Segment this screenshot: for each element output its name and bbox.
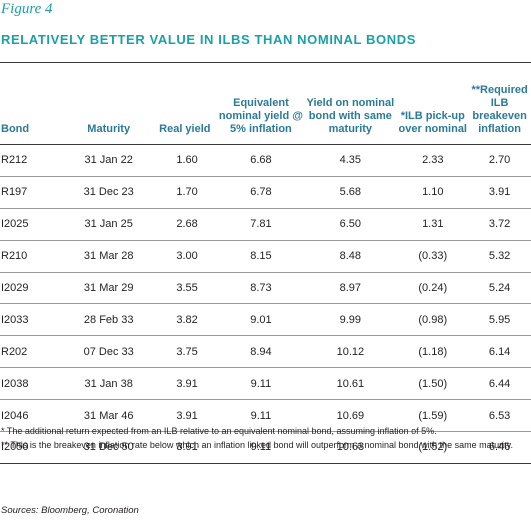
header-ilb-pickup: *ILB pick-up over nominal <box>397 63 469 145</box>
cell-equivalent-yield: 7.81 <box>218 208 304 241</box>
cell-maturity: 31 Dec 50 <box>61 431 156 464</box>
table-row: I2050 31 Dec 50 3.91 9.11 10.63 (1.52) 6… <box>0 431 531 464</box>
cell-maturity: 31 Dec 23 <box>61 176 156 209</box>
cell-bond: R197 <box>0 176 62 209</box>
cell-bond: I2038 <box>0 367 62 401</box>
cell-ilb-pickup: (1.50) <box>397 367 469 401</box>
table-row: I2046 31 Mar 46 3.91 9.11 10.69 (1.59) 6… <box>0 399 531 433</box>
table-row: I2029 31 Mar 29 3.55 8.73 8.97 (0.24) 5.… <box>0 272 531 305</box>
cell-breakeven: 5.95 <box>468 303 531 337</box>
table-row: R212 31 Jan 22 1.60 6.68 4.35 2.33 2.70 <box>0 144 531 177</box>
cell-nominal-yield: 5.68 <box>303 176 398 209</box>
header-nominal-yield: Yield on nominal bond with same maturity <box>303 63 398 145</box>
cell-nominal-yield: 10.63 <box>303 431 398 464</box>
table-row: R210 31 Mar 28 3.00 8.15 8.48 (0.33) 5.3… <box>0 240 531 273</box>
cell-equivalent-yield: 9.11 <box>218 399 304 433</box>
cell-real-yield: 3.91 <box>155 367 219 401</box>
top-rule <box>0 62 531 63</box>
cell-bond: I2046 <box>0 399 62 433</box>
cell-nominal-yield: 10.69 <box>303 399 398 433</box>
cell-real-yield: 1.70 <box>155 176 219 209</box>
cell-breakeven: 3.91 <box>468 176 531 209</box>
cell-real-yield: 1.60 <box>155 144 219 177</box>
cell-breakeven: 6.14 <box>468 335 531 369</box>
cell-equivalent-yield: 6.68 <box>218 144 304 177</box>
cell-real-yield: 3.75 <box>155 335 219 369</box>
cell-ilb-pickup: (1.18) <box>397 335 469 369</box>
cell-maturity: 31 Mar 28 <box>61 240 156 273</box>
cell-equivalent-yield: 8.73 <box>218 272 304 305</box>
cell-nominal-yield: 8.97 <box>303 272 398 305</box>
cell-ilb-pickup: (1.52) <box>397 431 469 464</box>
cell-bond: R210 <box>0 240 62 273</box>
cell-nominal-yield: 4.35 <box>303 144 398 177</box>
cell-equivalent-yield: 8.94 <box>218 335 304 369</box>
cell-equivalent-yield: 9.11 <box>218 431 304 464</box>
footnote-breakeven: ** This is the breakeven inflation rate … <box>1 440 513 450</box>
cell-nominal-yield: 10.61 <box>303 367 398 401</box>
cell-bond: I2033 <box>0 303 62 337</box>
cell-equivalent-yield: 9.11 <box>218 367 304 401</box>
cell-maturity: 31 Jan 25 <box>61 208 156 241</box>
cell-ilb-pickup: 2.33 <box>397 144 469 177</box>
cell-breakeven: 6.53 <box>468 399 531 433</box>
cell-ilb-pickup: (0.33) <box>397 240 469 273</box>
cell-nominal-yield: 8.48 <box>303 240 398 273</box>
footnotes: * The additional return expected from an… <box>1 424 529 452</box>
cell-real-yield: 3.82 <box>155 303 219 337</box>
cell-ilb-pickup: (1.59) <box>397 399 469 433</box>
cell-real-yield: 3.91 <box>155 399 219 433</box>
table-row: I2033 28 Feb 33 3.82 9.01 9.99 (0.98) 5.… <box>0 303 531 337</box>
figure-label: Figure 4 <box>1 1 53 17</box>
cell-bond: R212 <box>0 144 62 177</box>
cell-ilb-pickup: (0.24) <box>397 272 469 305</box>
cell-maturity: 31 Jan 22 <box>61 144 156 177</box>
cell-ilb-pickup: 1.31 <box>397 208 469 241</box>
cell-bond: I2029 <box>0 272 62 305</box>
cell-nominal-yield: 10.12 <box>303 335 398 369</box>
cell-bond: I2050 <box>0 431 62 464</box>
cell-nominal-yield: 9.99 <box>303 303 398 337</box>
cell-bond: R202 <box>0 335 62 369</box>
cell-equivalent-yield: 6.78 <box>218 176 304 209</box>
footnote-pickup: * The additional return expected from an… <box>1 426 437 436</box>
cell-ilb-pickup: (0.98) <box>397 303 469 337</box>
header-breakeven: **Required ILB breakeven inflation <box>468 63 531 145</box>
table-row: I2038 31 Jan 38 3.91 9.11 10.61 (1.50) 6… <box>0 367 531 401</box>
cell-nominal-yield: 6.50 <box>303 208 398 241</box>
header-equivalent-yield: Equivalent nominal yield @ 5% inflation <box>218 63 304 145</box>
cell-maturity: 07 Dec 33 <box>61 335 156 369</box>
cell-breakeven: 5.32 <box>468 240 531 273</box>
cell-breakeven: 5.24 <box>468 272 531 305</box>
cell-breakeven: 2.70 <box>468 144 531 177</box>
cell-ilb-pickup: 1.10 <box>397 176 469 209</box>
table-row: R202 07 Dec 33 3.75 8.94 10.12 (1.18) 6.… <box>0 335 531 369</box>
cell-maturity: 31 Jan 38 <box>61 367 156 401</box>
source-note: Sources: Bloomberg, Coronation <box>1 505 139 516</box>
cell-maturity: 31 Mar 29 <box>61 272 156 305</box>
header-row: Bond Maturity Real yield Equivalent nomi… <box>0 63 531 145</box>
cell-maturity: 28 Feb 33 <box>61 303 156 337</box>
cell-real-yield: 3.55 <box>155 272 219 305</box>
cell-equivalent-yield: 8.15 <box>218 240 304 273</box>
cell-breakeven: 6.44 <box>468 367 531 401</box>
bond-table: Bond Maturity Real yield Equivalent nomi… <box>0 63 531 464</box>
cell-breakeven: 3.72 <box>468 208 531 241</box>
cell-maturity: 31 Mar 46 <box>61 399 156 433</box>
figure-title: RELATIVELY BETTER VALUE IN ILBS THAN NOM… <box>1 32 416 47</box>
cell-real-yield: 2.68 <box>155 208 219 241</box>
cell-real-yield: 3.00 <box>155 240 219 273</box>
cell-real-yield: 3.91 <box>155 431 219 464</box>
header-maturity: Maturity <box>61 63 156 145</box>
table-row: R197 31 Dec 23 1.70 6.78 5.68 1.10 3.91 <box>0 176 531 209</box>
header-real-yield: Real yield <box>155 63 219 145</box>
cell-equivalent-yield: 9.01 <box>218 303 304 337</box>
cell-bond: I2025 <box>0 208 62 241</box>
cell-breakeven: 6.46 <box>468 431 531 464</box>
table-row: I2025 31 Jan 25 2.68 7.81 6.50 1.31 3.72 <box>0 208 531 241</box>
header-bond: Bond <box>0 63 62 145</box>
